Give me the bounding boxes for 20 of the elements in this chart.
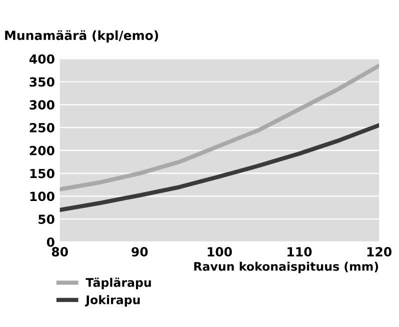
- y-tick-label: 200: [30, 146, 54, 156]
- y-tick-label: 50: [38, 214, 54, 224]
- line-series: [60, 123, 380, 212]
- legend-label: Jokirapu: [84, 295, 140, 307]
- y-tick-label: 350: [30, 77, 54, 87]
- x-axis-title: Ravun kokonaispituus (mm): [194, 262, 378, 274]
- x-tick-label: 90: [132, 247, 148, 257]
- x-tick-label: 80: [52, 247, 68, 257]
- x-tick-label: 100: [208, 247, 232, 257]
- y-tick-label: 100: [30, 192, 54, 202]
- y-tick-label: 400: [29, 54, 54, 64]
- y-axis-title: Munamäärä (kpl/emo): [5, 30, 158, 43]
- y-tick-label: 0: [46, 237, 54, 247]
- legend-label: Täplärapu: [86, 278, 151, 290]
- y-tick-label: 250: [30, 123, 54, 132]
- line-series: [60, 64, 380, 192]
- x-tick-label: 110: [288, 247, 312, 257]
- x-tick-label: 120: [367, 247, 392, 257]
- y-tick-label: 300: [30, 100, 54, 110]
- y-tick-label: 150: [30, 168, 54, 178]
